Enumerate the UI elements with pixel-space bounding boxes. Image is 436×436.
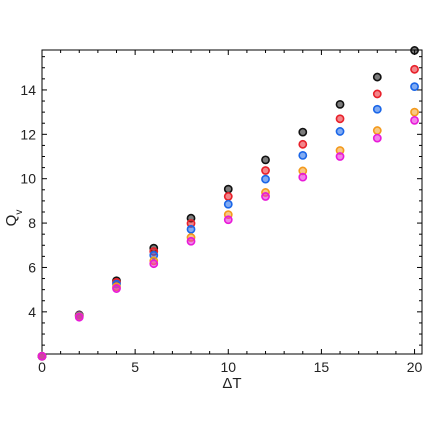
data-point [298,151,308,160]
y-tick-label: 12 [20,126,36,142]
x-tick-label: 15 [314,359,330,375]
data-point [372,133,382,143]
data-point [261,192,270,201]
data-point [335,127,345,136]
y-axis-label: Qv [3,210,25,227]
data-point [223,184,233,194]
data-point [223,199,233,209]
data-point [335,152,345,161]
x-tick-label: 20 [407,359,423,375]
data-point [186,224,196,234]
data-point [112,284,121,293]
data-point [149,259,159,269]
data-point [186,236,196,246]
data-point [74,312,84,322]
y-tick-label: 4 [28,304,36,320]
data-point [335,99,345,109]
data-point [37,351,47,361]
data-points [37,46,419,361]
plot-frame [41,49,423,355]
data-point [410,107,419,117]
data-point [410,82,419,92]
x-tick-label: 10 [220,359,236,375]
data-point [223,215,233,225]
data-point [372,104,382,114]
y-tick-label: 10 [20,171,36,187]
data-point [372,89,382,99]
x-tick-label: 5 [131,359,139,375]
data-point [410,46,419,55]
data-point [261,155,270,165]
data-point [298,127,308,137]
axis-ticks: 0 5 10 15 20 4 6 8 10 12 14 [20,50,423,375]
y-tick-label: 8 [28,215,36,231]
data-point [372,72,382,82]
data-point [261,174,270,184]
x-tick-label: 0 [38,359,46,375]
data-point [335,114,345,124]
y-tick-label: 6 [28,259,36,275]
data-point [223,192,233,201]
x-axis-label: ΔT [222,375,241,392]
y-tick-label: 14 [20,82,36,98]
data-point [298,172,308,182]
data-point [410,115,419,125]
data-point [372,126,382,135]
data-point [298,139,308,149]
data-point [261,166,270,175]
data-point [410,64,419,74]
